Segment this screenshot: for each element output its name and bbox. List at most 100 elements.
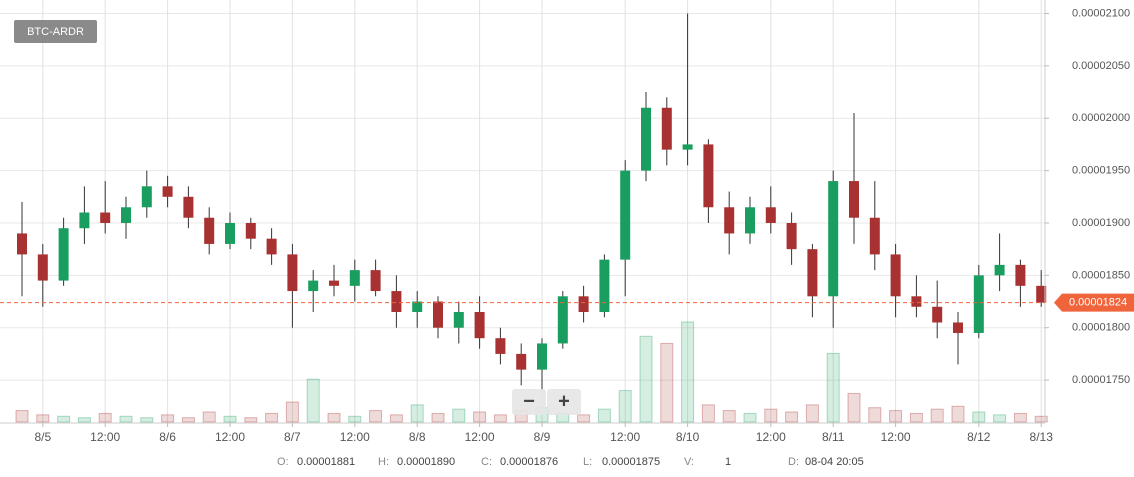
candle-body: [287, 254, 298, 292]
volume-bar: [223, 415, 237, 423]
candle-body: [495, 338, 506, 354]
volume-bar: [764, 408, 778, 423]
y-tick-label: 0.00002100: [1072, 7, 1130, 19]
volume-bar: [785, 411, 799, 423]
x-tick-label: 12:00: [756, 430, 786, 444]
candle-body: [225, 222, 235, 244]
info-label: C:: [481, 456, 492, 468]
candle-body: [474, 312, 485, 339]
y-tick-label: 0.00002050: [1072, 60, 1130, 72]
candle-body: [745, 207, 755, 234]
volume-bar: [681, 321, 695, 423]
x-tick-label: 8/9: [534, 430, 551, 444]
candle-body: [121, 207, 131, 223]
candle-body: [308, 280, 319, 292]
last-price-tag: [1054, 293, 1134, 312]
volume-bar: [743, 412, 757, 423]
candle-body: [537, 343, 547, 370]
volume-bar: [244, 417, 258, 423]
volume-bar: [930, 408, 944, 423]
candle-body: [557, 296, 568, 344]
candle-body: [932, 306, 943, 323]
volume-bar: [77, 417, 91, 423]
volume-bar: [265, 412, 279, 423]
candle-body: [370, 270, 381, 292]
x-tick-label: 12:00: [610, 430, 640, 444]
volume-bar: [285, 401, 299, 423]
candle-body: [141, 186, 152, 208]
volume-bar: [639, 335, 653, 423]
x-tick-label: 8/13: [1030, 430, 1054, 444]
volume-bar: [98, 412, 112, 423]
y-tick-label: 0.00001950: [1072, 165, 1130, 177]
candle-body: [765, 207, 776, 223]
candle-body: [620, 170, 631, 260]
candle-body: [349, 270, 360, 286]
y-tick-label: 0.00001800: [1072, 322, 1130, 334]
x-tick-label: 8/12: [967, 430, 991, 444]
y-tick-label: 0.00002000: [1072, 112, 1130, 124]
candle-body: [412, 301, 423, 313]
volume-bar: [868, 407, 882, 423]
candle-body: [828, 181, 839, 297]
volume-bar: [972, 411, 986, 423]
y-tick-label: 0.00001850: [1072, 269, 1130, 281]
last-price-label: 0.00001824: [1069, 296, 1127, 308]
candle-body: [849, 181, 859, 218]
volume-bar: [452, 408, 466, 423]
candle-body: [578, 296, 589, 313]
x-tick-label: 12:00: [881, 430, 911, 444]
candle-body: [869, 217, 880, 255]
candle-body: [724, 207, 735, 234]
candle-body: [433, 301, 443, 328]
volume-bar: [889, 410, 903, 423]
zoom-out-button[interactable]: [512, 389, 546, 415]
labels: 0.00001750 0.00001800 0.00001850 0.00001900…: [0, 7, 1134, 468]
volume-bar: [410, 404, 424, 423]
candle-body: [953, 322, 963, 333]
volume-bar: [909, 412, 923, 423]
zoom-in-text: +: [558, 390, 570, 412]
volume-bar: [36, 414, 50, 423]
volume-bar: [161, 414, 175, 423]
info-value: 08-04 20:05: [805, 456, 864, 468]
candle-body: [162, 186, 173, 197]
volume-bar: [493, 414, 507, 423]
candle-body: [911, 296, 922, 307]
candle-body: [682, 144, 693, 150]
volume-bar: [348, 415, 362, 423]
volume-bar: [202, 411, 216, 423]
volume-bar: [826, 352, 840, 423]
volume-bar: [951, 405, 965, 423]
zoom-in-button[interactable]: [547, 389, 581, 415]
volume-bar: [701, 404, 715, 423]
candle-body: [266, 238, 277, 255]
info-label: H:: [378, 456, 389, 468]
info-label: D:: [788, 456, 799, 468]
candle-body: [994, 264, 1005, 276]
candle-body: [890, 254, 901, 297]
volume-bar: [389, 414, 403, 423]
zoom-out-text: −: [523, 390, 535, 412]
candle-body: [329, 280, 339, 286]
symbol-button[interactable]: [14, 20, 97, 43]
candle-body: [204, 217, 215, 244]
candle-body: [1036, 285, 1047, 303]
info-value: 0.00001875: [602, 456, 660, 468]
x-tick-label: 8/10: [676, 430, 700, 444]
x-tick-label: 12:00: [90, 430, 120, 444]
volume-bar: [431, 412, 445, 423]
x-tick-label: 8/8: [409, 430, 426, 444]
x-tick-label: 12:00: [215, 430, 245, 444]
candle-body: [391, 291, 402, 313]
volume-bar: [57, 415, 71, 423]
candle-body: [79, 212, 90, 229]
candle-body: [641, 107, 651, 171]
volume-bar: [577, 414, 591, 423]
volume-bar: [805, 404, 819, 423]
volume-layer: [15, 321, 1048, 423]
candle-body: [703, 144, 714, 208]
candle-body: [973, 275, 984, 333]
volume-bar: [327, 412, 341, 423]
